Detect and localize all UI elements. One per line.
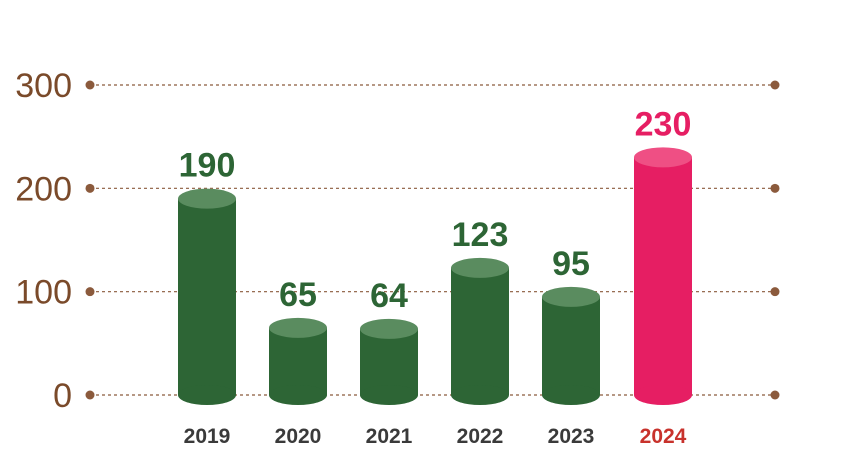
value-label: 123 — [452, 216, 509, 254]
x-tick-label: 2024 — [640, 425, 687, 448]
bar-top — [634, 147, 692, 168]
bar-base — [178, 385, 236, 405]
bar-base — [360, 385, 418, 405]
bar-base — [269, 385, 327, 405]
bar-body — [178, 198, 236, 395]
bar-base — [451, 385, 509, 405]
bar-top — [360, 318, 418, 339]
bar-body — [451, 267, 509, 395]
y-axis-tick-labels: 0 100 200 300 — [15, 67, 72, 415]
x-tick-label: 2023 — [548, 425, 595, 448]
value-label: 190 — [179, 147, 236, 185]
y-tick-label: 200 — [15, 170, 72, 208]
bar-top — [269, 317, 327, 338]
value-label: 65 — [279, 276, 317, 314]
bar-body — [360, 328, 418, 395]
bar-body — [269, 327, 327, 395]
x-tick-label: 2022 — [457, 425, 504, 448]
gridline-dot — [85, 390, 95, 400]
y-tick-label: 0 — [53, 377, 72, 415]
bar-base — [542, 385, 600, 405]
bar-top — [542, 286, 600, 307]
gridline-dot — [85, 80, 95, 90]
bar-body — [542, 296, 600, 395]
x-axis-tick-labels: 2019 2020 2021 2022 2023 2024 — [184, 425, 687, 448]
bar-top — [451, 257, 509, 278]
gridline-dot — [770, 390, 780, 400]
bar-2022 — [451, 257, 509, 405]
gridline-dot — [770, 80, 780, 90]
bar-2023 — [542, 286, 600, 405]
gridline-dot — [85, 287, 95, 297]
value-label: 95 — [552, 245, 590, 283]
bar-2021 — [360, 318, 418, 405]
y-tick-label: 300 — [15, 67, 72, 105]
x-tick-label: 2019 — [184, 425, 231, 448]
x-tick-label: 2020 — [275, 425, 322, 448]
value-label: 230 — [635, 105, 692, 143]
bar-2024 — [634, 147, 692, 405]
y-tick-label: 100 — [15, 274, 72, 312]
x-tick-label: 2021 — [366, 425, 413, 448]
value-labels: 190 65 64 123 95 230 — [179, 105, 692, 315]
bar-base — [634, 385, 692, 405]
value-label: 64 — [370, 277, 408, 315]
gridline-dot — [85, 183, 95, 193]
gridline-dot — [770, 287, 780, 297]
gridline-dot — [770, 183, 780, 193]
bar-body — [634, 157, 692, 395]
bar-2019 — [178, 188, 236, 405]
bar-2020 — [269, 317, 327, 405]
bar-top — [178, 188, 236, 209]
bars — [178, 147, 692, 405]
